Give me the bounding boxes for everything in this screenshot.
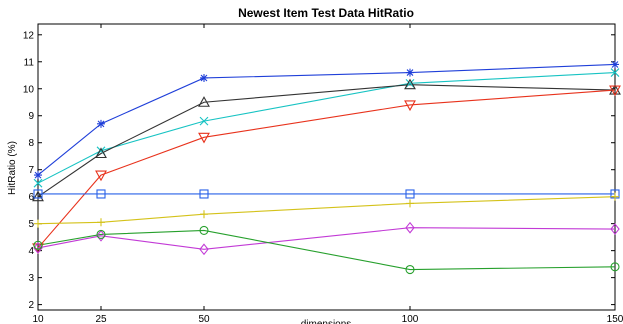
y-tick-label: 7 [28,165,34,176]
series-1-point [97,119,105,128]
y-tick-label: 12 [23,30,35,41]
y-tick-label: 10 [23,84,35,95]
series-8-point [610,262,620,272]
x-axis-label: dimensions [301,319,352,324]
x-tick-label: 50 [198,314,210,324]
plot-area [37,23,616,311]
series-2-point [33,178,43,188]
series-8-point [199,225,209,235]
x-tick-label: 100 [402,314,419,324]
series-1-point [406,68,414,77]
series-8-point [96,229,106,240]
series-3-point [32,190,44,202]
series-5-point [96,189,106,199]
y-tick-label: 6 [28,192,34,203]
y-tick-label: 11 [24,57,35,68]
series-8-line [37,229,616,271]
axis-ticks: 2 3 4 5 6 7 8 9 10 11 12 10 25 50 100 150 [23,24,623,324]
series-3-line [37,84,616,198]
series-5-point [405,189,415,199]
x-tick-label: 10 [32,314,44,324]
series-7-point [96,229,106,242]
series-7-point [199,243,209,256]
series-4-point [609,85,621,97]
y-tick-label: 5 [28,219,34,230]
y-tick-label: 4 [28,246,34,257]
y-tick-label: 8 [28,138,34,149]
series-2-point [610,68,620,77]
x-tick-label: 25 [95,314,107,324]
series-1-point [34,171,42,180]
series-2-point [405,78,415,88]
series-3-point [95,147,107,159]
series-6-point [611,192,619,201]
series-8-point [405,264,415,275]
series-7-point [405,221,415,234]
series-2-point [199,116,209,126]
series-7-point [610,223,620,235]
series-5-point [199,189,209,199]
series-1-point [200,73,208,82]
series-6-point [406,199,414,208]
chart-title: Newest Item Test Data HitRatio [238,6,414,20]
series-8-point [33,240,43,250]
series-4-point [198,132,210,144]
series-4-point [404,100,416,112]
series-6-point [34,219,42,228]
y-axis-label: HitRatio (%) [7,141,18,195]
series-3-point [404,78,416,90]
y-tick-label: 3 [28,273,34,284]
x-tick-label: 150 [607,314,623,324]
series-markers [32,60,621,275]
series-6-point [97,218,105,227]
y-tick-label: 9 [28,111,34,122]
series-4-point [95,170,107,182]
series-5-point [33,189,43,199]
y-tick-label: 2 [28,300,34,311]
series-3-point [198,96,210,107]
series-6-point [200,210,208,219]
series-7-point [33,242,43,254]
series-7-line [37,227,616,250]
series-1-point [611,60,619,69]
series-4-line [37,89,616,249]
